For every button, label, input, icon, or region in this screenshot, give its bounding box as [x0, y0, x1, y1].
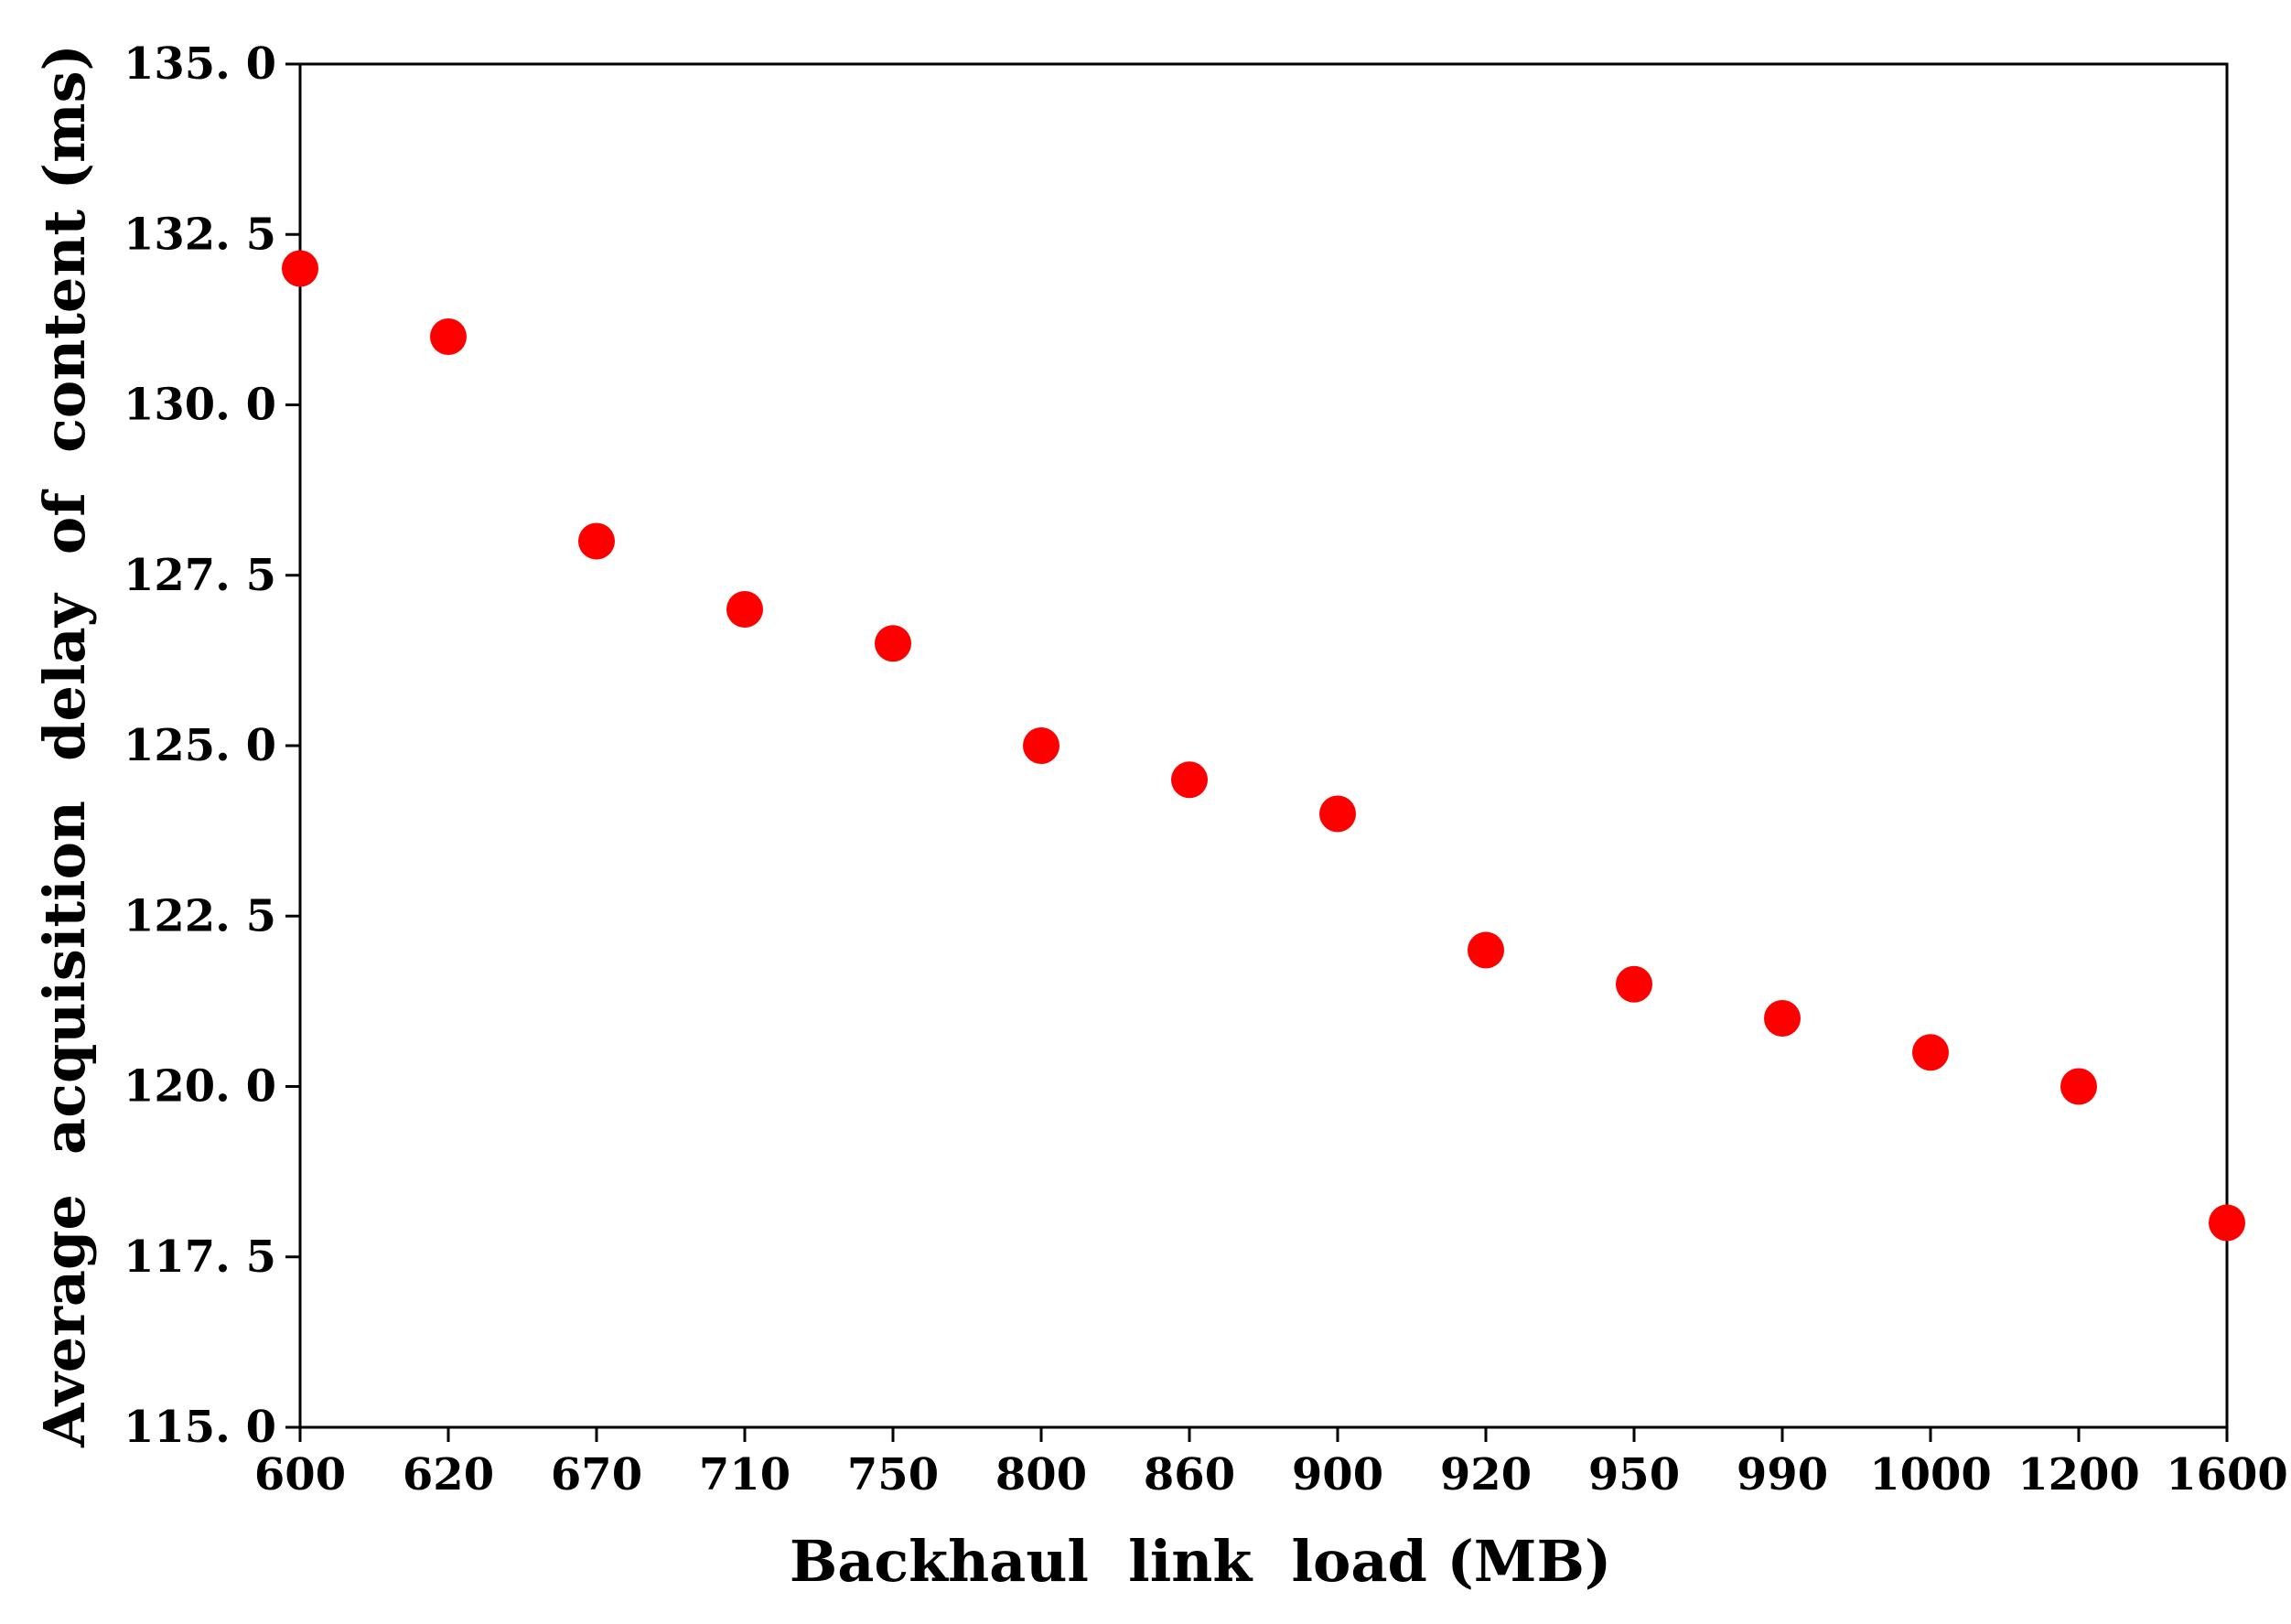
- x-tick-label: 950: [1588, 1449, 1680, 1500]
- x-tick-label: 600: [254, 1449, 346, 1500]
- y-tick-label: 125. 0: [124, 720, 276, 771]
- data-point: [726, 591, 763, 628]
- y-axis-ticks: 115. 0 117. 5 120. 0 122. 5 125. 0 127. 5 130.…: [124, 38, 300, 1453]
- y-tick-label: 135. 0: [124, 38, 276, 90]
- y-tick-label: 130. 0: [124, 380, 276, 431]
- x-tick-label: 750: [847, 1449, 939, 1500]
- chart: 115. 0 117. 5 120. 0 122. 5 125. 0 127. 5 130.…: [0, 0, 2291, 1619]
- x-tick-label: 920: [1440, 1449, 1532, 1500]
- data-point: [1468, 932, 1504, 969]
- y-tick-label: 122. 5: [124, 890, 276, 941]
- x-tick-label: 800: [995, 1449, 1087, 1500]
- data-point: [430, 318, 467, 355]
- y-tick-label: 120. 0: [124, 1061, 276, 1113]
- data-point: [1616, 966, 1652, 1003]
- y-axis-title: Average acquisition delay of content (ms…: [31, 44, 98, 1448]
- x-tick-label: 990: [1737, 1449, 1828, 1500]
- data-point: [578, 523, 615, 560]
- x-tick-label: 900: [1292, 1449, 1383, 1500]
- y-tick-label: 132. 5: [124, 209, 276, 260]
- data-point: [282, 251, 318, 287]
- y-tick-label: 115. 0: [124, 1402, 276, 1453]
- x-axis-ticks: 600 620 670 710 750 800 860 900 920 950 990 1000 120…: [254, 1427, 2288, 1500]
- x-tick-label: 1200: [2017, 1449, 2140, 1500]
- data-point: [1023, 727, 1059, 764]
- x-tick-label: 710: [699, 1449, 791, 1500]
- x-tick-label: 670: [551, 1449, 642, 1500]
- x-tick-label: 860: [1144, 1449, 1235, 1500]
- x-tick-label: 1000: [1869, 1449, 1992, 1500]
- data-points: [282, 251, 2245, 1242]
- scatter-chart-svg: 115. 0 117. 5 120. 0 122. 5 125. 0 127. 5 130.…: [0, 0, 2291, 1619]
- x-tick-label: 620: [403, 1449, 494, 1500]
- data-point: [2060, 1069, 2097, 1105]
- y-tick-label: 117. 5: [124, 1231, 276, 1283]
- x-axis-title: Backhaul link load (MB): [790, 1528, 1611, 1595]
- data-point: [1171, 761, 1208, 798]
- data-point: [875, 625, 911, 661]
- data-point: [1912, 1034, 1949, 1070]
- x-tick-label: 1600: [2166, 1449, 2288, 1500]
- y-tick-label: 127. 5: [124, 550, 276, 601]
- data-point: [1764, 1000, 1801, 1037]
- data-point: [2209, 1205, 2245, 1242]
- data-point: [1319, 796, 1356, 833]
- plot-area-frame: [300, 64, 2227, 1427]
